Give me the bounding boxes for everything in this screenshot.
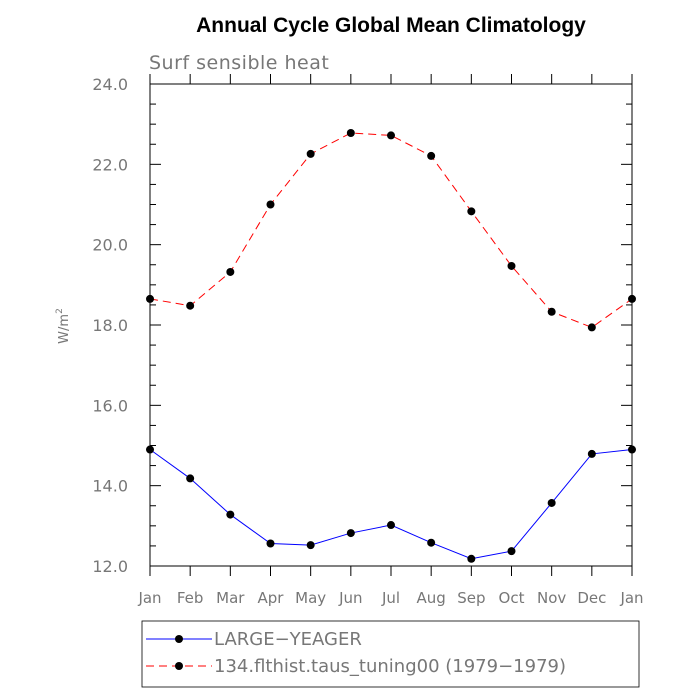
- data-point: [266, 200, 275, 209]
- data-point: [587, 323, 596, 332]
- x-tick-label: Mar: [216, 589, 245, 607]
- x-axis-ticks: Jan Feb Mar Apr May Jun Jul Aug Sep Oct Nov Dec Jan: [137, 589, 643, 607]
- legend-label: LARGE−YEAGER: [214, 629, 362, 650]
- y-tick-label: 22.0: [92, 155, 128, 174]
- data-point: [226, 510, 235, 519]
- data-point: [306, 541, 315, 550]
- data-point: [146, 294, 154, 303]
- x-tick-label: Feb: [177, 589, 204, 607]
- y-axis-label-superscript: 2: [55, 308, 65, 314]
- x-tick-label: Jun: [338, 589, 362, 607]
- x-tick-label: Nov: [537, 589, 566, 607]
- data-point: [547, 307, 556, 316]
- data-point: [628, 294, 636, 303]
- y-axis-label-text: W/m: [57, 314, 72, 344]
- data-point: [628, 445, 636, 454]
- legend: LARGE−YEAGER 134.flthist.taus_tuning00 (1…: [146, 629, 566, 677]
- data-point: [146, 445, 154, 454]
- x-tick-label: May: [295, 589, 326, 607]
- data-point: [467, 554, 476, 563]
- legend-label: 134.flthist.taus_tuning00 (1979−1979): [214, 656, 566, 677]
- data-point: [467, 207, 476, 216]
- data-point: [186, 301, 195, 310]
- data-point: [427, 538, 436, 547]
- x-tick-label: Jan: [137, 589, 161, 607]
- x-tick-label: Oct: [499, 589, 525, 607]
- x-tick-label: Aug: [417, 589, 446, 607]
- y-tick-label: 18.0: [92, 316, 128, 335]
- data-point: [427, 151, 436, 160]
- data-point: [346, 529, 355, 538]
- chart-title: Annual Cycle Global Mean Climatology: [196, 14, 586, 37]
- data-point: [507, 547, 516, 556]
- series-0: [146, 445, 636, 563]
- data-point: [387, 521, 395, 530]
- axis-ticks: [149, 74, 633, 576]
- series-line: [149, 132, 633, 328]
- y-tick-label: 12.0: [92, 557, 128, 576]
- y-axis-label: W/m2: [55, 308, 72, 344]
- data-point: [587, 449, 596, 458]
- x-tick-label: Sep: [457, 589, 485, 607]
- y-tick-label: 24.0: [92, 75, 128, 94]
- data-point: [186, 474, 195, 483]
- y-axis-ticks: 12.0 14.0 16.0 18.0 20.0 22.0 24.0: [92, 75, 128, 576]
- series-1: [146, 129, 636, 332]
- x-tick-label: Apr: [258, 589, 285, 607]
- data-point: [226, 267, 235, 276]
- data-point: [266, 539, 275, 548]
- x-tick-label: Jul: [381, 589, 400, 607]
- data-point: [507, 261, 516, 270]
- y-tick-label: 20.0: [92, 236, 128, 255]
- chart-subtitle: Surf sensible heat: [149, 52, 329, 74]
- legend-swatch-marker: [175, 662, 183, 670]
- y-tick-label: 14.0: [92, 477, 128, 496]
- x-tick-label: Dec: [577, 589, 606, 607]
- y-tick-label: 16.0: [92, 396, 128, 415]
- data-point: [387, 131, 395, 140]
- series-line: [149, 449, 633, 560]
- data-point: [346, 129, 355, 138]
- svg-text:W/m2: W/m2: [55, 308, 72, 344]
- data-point: [306, 149, 315, 158]
- data-point: [547, 498, 556, 507]
- plot-series: [146, 129, 636, 563]
- legend-swatch-marker: [175, 635, 183, 643]
- x-tick-label: Jan: [619, 589, 643, 607]
- legend-box: [141, 620, 640, 688]
